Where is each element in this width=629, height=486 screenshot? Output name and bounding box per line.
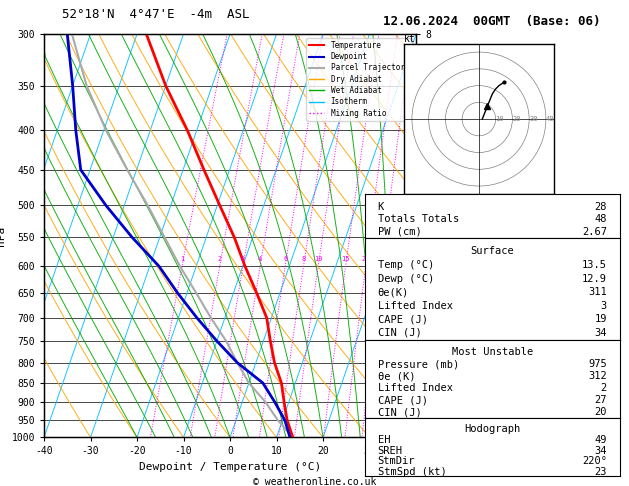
Text: Dewp (°C): Dewp (°C) <box>377 274 434 283</box>
Text: 12.06.2024  00GMT  (Base: 06): 12.06.2024 00GMT (Base: 06) <box>384 16 601 28</box>
Text: 20: 20 <box>362 256 370 262</box>
Text: 12.9: 12.9 <box>582 274 607 283</box>
Text: Temp (°C): Temp (°C) <box>377 260 434 270</box>
Text: EH: EH <box>377 435 390 445</box>
Text: 975: 975 <box>588 359 607 369</box>
Text: 10: 10 <box>496 116 504 122</box>
Text: 312: 312 <box>588 371 607 382</box>
Text: StmDir: StmDir <box>377 456 415 466</box>
Text: Lifted Index: Lifted Index <box>377 301 452 311</box>
Text: 48: 48 <box>594 214 607 225</box>
Text: 3: 3 <box>241 256 245 262</box>
Text: kt: kt <box>404 34 415 44</box>
Legend: Temperature, Dewpoint, Parcel Trajectory, Dry Adiabat, Wet Adiabat, Isotherm, Mi: Temperature, Dewpoint, Parcel Trajectory… <box>306 38 412 121</box>
Text: K: K <box>377 202 384 212</box>
Text: CIN (J): CIN (J) <box>377 407 421 417</box>
Text: 20: 20 <box>594 407 607 417</box>
Text: © weatheronline.co.uk: © weatheronline.co.uk <box>253 477 376 486</box>
Text: 34: 34 <box>594 328 607 338</box>
Text: 25: 25 <box>377 256 386 262</box>
Text: 2: 2 <box>218 256 222 262</box>
Y-axis label: hPa: hPa <box>0 226 6 246</box>
Y-axis label: km
ASL: km ASL <box>437 227 458 244</box>
Text: Pressure (mb): Pressure (mb) <box>377 359 459 369</box>
Text: 311: 311 <box>588 287 607 297</box>
Text: CAPE (J): CAPE (J) <box>377 314 428 324</box>
Text: θe (K): θe (K) <box>377 371 415 382</box>
Text: CIN (J): CIN (J) <box>377 328 421 338</box>
Text: 34: 34 <box>594 446 607 455</box>
Text: 6: 6 <box>283 256 287 262</box>
Text: 23: 23 <box>594 467 607 477</box>
X-axis label: Dewpoint / Temperature (°C): Dewpoint / Temperature (°C) <box>139 462 321 472</box>
Text: 3: 3 <box>601 301 607 311</box>
Text: 15: 15 <box>342 256 350 262</box>
Text: 40: 40 <box>546 116 554 122</box>
Text: 220°: 220° <box>582 456 607 466</box>
Text: Most Unstable: Most Unstable <box>452 347 533 357</box>
Text: 20: 20 <box>513 116 521 122</box>
Text: 8: 8 <box>301 256 306 262</box>
Text: CAPE (J): CAPE (J) <box>377 395 428 405</box>
Text: 30: 30 <box>529 116 538 122</box>
Text: Hodograph: Hodograph <box>464 424 520 434</box>
Text: PW (cm): PW (cm) <box>377 227 421 237</box>
Text: Totals Totals: Totals Totals <box>377 214 459 225</box>
Title: 52°18'N  4°47'E  -4m  ASL: 52°18'N 4°47'E -4m ASL <box>62 8 249 20</box>
Text: StmSpd (kt): StmSpd (kt) <box>377 467 447 477</box>
Text: 10: 10 <box>314 256 323 262</box>
Text: 13.5: 13.5 <box>582 260 607 270</box>
Text: Surface: Surface <box>470 246 514 256</box>
Text: 2.67: 2.67 <box>582 227 607 237</box>
Text: 1: 1 <box>180 256 184 262</box>
Text: 2: 2 <box>601 383 607 393</box>
Text: LCL: LCL <box>416 434 433 443</box>
Text: θe(K): θe(K) <box>377 287 409 297</box>
Text: 19: 19 <box>594 314 607 324</box>
Text: 4: 4 <box>258 256 262 262</box>
Text: 49: 49 <box>594 435 607 445</box>
Text: 27: 27 <box>594 395 607 405</box>
Text: 28: 28 <box>594 202 607 212</box>
Text: SREH: SREH <box>377 446 403 455</box>
Text: Lifted Index: Lifted Index <box>377 383 452 393</box>
